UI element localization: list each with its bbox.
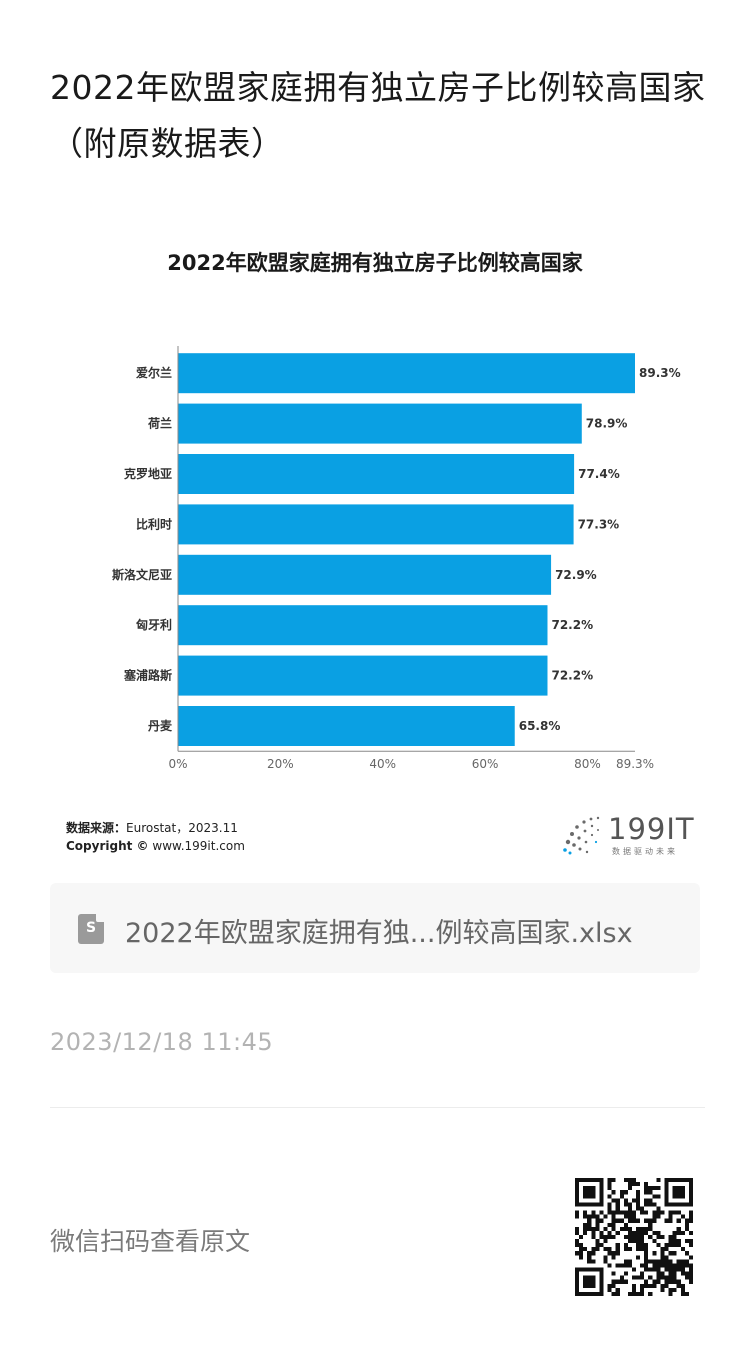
bar <box>178 655 548 696</box>
data-label: 77.4% <box>578 467 620 481</box>
x-tick-label: 89.3% <box>616 757 654 771</box>
bar <box>178 353 635 394</box>
x-tick-label: 40% <box>369 757 396 771</box>
attachment-card[interactable]: S 2022年欧盟家庭拥有独...例较高国家.xlsx <box>50 883 700 973</box>
category-label: 克罗地亚 <box>124 466 172 481</box>
logo-text: 199IT <box>608 812 695 846</box>
data-source-value: Eurostat，2023.11 <box>126 821 238 835</box>
bar <box>178 403 582 444</box>
bar-chart: 爱尔兰 89.3% 荷兰 78.9% 克罗地亚 77.4% 比利时 77.3% 斯洛文尼亚 72.… <box>112 346 681 771</box>
data-label: 89.3% <box>639 366 681 380</box>
data-label: 72.2% <box>551 669 593 683</box>
divider <box>50 1107 705 1108</box>
bar <box>178 706 515 746</box>
category-label: 荷兰 <box>147 416 172 431</box>
category-label: 丹麦 <box>148 718 173 733</box>
bar <box>178 605 548 646</box>
category-label: 斯洛文尼亚 <box>112 567 172 582</box>
category-label: 比利时 <box>136 516 172 531</box>
qr-code-icon[interactable] <box>575 1178 693 1296</box>
logo-tagline: 数据驱动未来 <box>612 847 678 856</box>
chart-card: 爱尔兰 89.3% 荷兰 78.9% 克罗地亚 77.4% 比利时 77.3% 斯洛文尼亚 72.… <box>50 225 700 865</box>
bar <box>178 504 574 545</box>
copyright-label: Copyright © <box>66 839 149 853</box>
category-label: 爱尔兰 <box>136 365 172 380</box>
copyright: Copyright © www.199it.com <box>66 839 245 853</box>
scan-to-view-label: 微信扫码查看原文 <box>50 1227 251 1256</box>
brand-logo: 199IT 数据驱动未来 <box>560 810 700 860</box>
category-label: 塞浦路斯 <box>124 668 172 683</box>
spreadsheet-file-icon: S <box>78 914 104 944</box>
file-icon-letter: S <box>85 920 97 936</box>
data-label: 77.3% <box>578 517 620 531</box>
x-tick-label: 60% <box>472 757 499 771</box>
x-tick-label: 20% <box>267 757 294 771</box>
bar <box>178 454 575 494</box>
data-label: 72.2% <box>551 618 593 632</box>
data-source: 数据来源：Eurostat，2023.11 <box>66 819 238 836</box>
chart-title: 2022年欧盟家庭拥有独立房子比例较高国家 <box>167 251 583 275</box>
data-source-label: 数据来源： <box>66 821 127 835</box>
publish-timestamp: 2023/12/18 11:45 <box>50 1028 274 1056</box>
category-label: 匈牙利 <box>135 617 172 632</box>
data-label: 78.9% <box>586 417 628 431</box>
logo-mark-icon <box>563 816 600 855</box>
data-label: 72.9% <box>555 568 597 582</box>
bar <box>178 554 552 595</box>
attachment-file-name[interactable]: 2022年欧盟家庭拥有独...例较高国家.xlsx <box>125 918 633 949</box>
x-tick-label: 80% <box>574 757 601 771</box>
article-title: 2022年欧盟家庭拥有独立房子比例较高国家（附原数据表） <box>50 68 706 163</box>
data-label: 65.8% <box>519 719 561 733</box>
copyright-value: www.199it.com <box>152 839 245 853</box>
x-tick-label: 0% <box>168 757 187 771</box>
